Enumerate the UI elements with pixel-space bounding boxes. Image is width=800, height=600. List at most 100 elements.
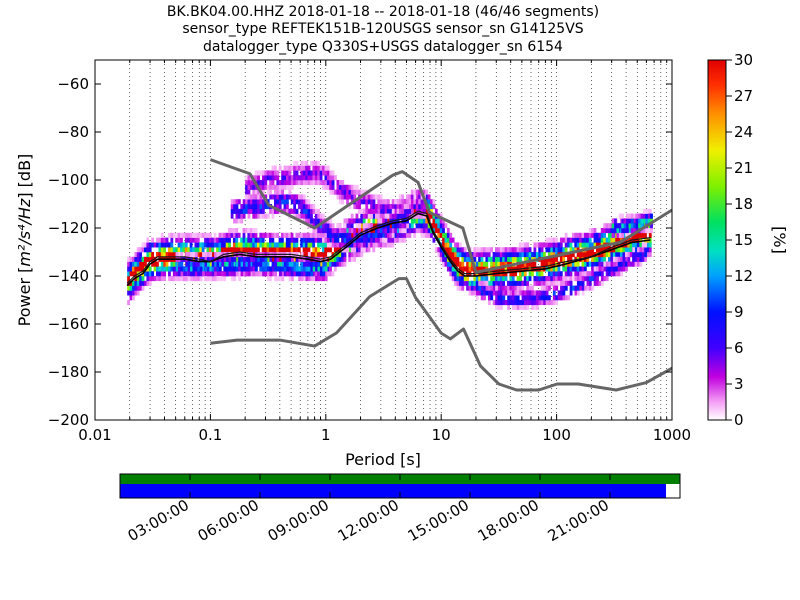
heatmap-cell	[569, 261, 573, 267]
heatmap-cell	[470, 290, 474, 296]
heatmap-cell	[463, 247, 467, 253]
heatmap-cell	[131, 290, 135, 296]
heatmap-cell	[278, 189, 282, 195]
heatmap-cell	[533, 266, 537, 272]
heatmap-cell	[175, 237, 179, 243]
heatmap-cell	[533, 247, 537, 253]
heatmap-cell	[252, 184, 256, 190]
heatmap-cell	[442, 232, 445, 238]
heatmap-cell	[403, 237, 407, 243]
heatmap-cell	[533, 276, 537, 282]
heatmap-cell	[545, 295, 549, 301]
heatmap-cell	[360, 247, 364, 253]
heatmap-cell	[228, 261, 232, 267]
heatmap-cell	[168, 232, 171, 238]
heatmap-cell	[439, 223, 443, 229]
heatmap-cell	[535, 242, 539, 248]
heatmap-cell	[370, 213, 373, 219]
heatmap-cell	[475, 280, 479, 286]
heatmap-cell	[470, 285, 474, 291]
heatmap-cell	[437, 232, 441, 238]
heatmap-cell	[187, 237, 191, 243]
heatmap-cell	[305, 170, 309, 176]
heatmap-cell	[324, 180, 328, 186]
heatmap-cell	[492, 285, 496, 291]
heatmap-cell	[444, 242, 448, 248]
heatmap-cell	[259, 194, 263, 200]
heatmap-cell	[293, 242, 296, 248]
heatmap-cell	[353, 189, 357, 195]
heatmap-cell	[286, 266, 290, 272]
heatmap-cell	[432, 204, 436, 210]
heatmap-cell	[254, 228, 258, 234]
heatmap-cell	[638, 218, 641, 224]
heatmap-cell	[475, 285, 479, 291]
heatmap-cell	[442, 223, 445, 229]
heatmap-cell	[290, 180, 294, 186]
heatmap-cell	[420, 228, 424, 234]
heatmap-cell	[557, 280, 561, 286]
heatmap-cell	[269, 194, 272, 200]
heatmap-cell	[502, 252, 506, 258]
heatmap-cell	[262, 256, 266, 262]
heatmap-cell	[281, 271, 284, 277]
heatmap-cell	[540, 247, 544, 253]
heatmap-cell	[571, 252, 575, 258]
heatmap-cell	[312, 208, 316, 214]
heatmap-cell	[283, 165, 287, 171]
heatmap-cell	[165, 237, 169, 243]
heatmap-cell	[600, 237, 604, 243]
heatmap-cell	[560, 280, 563, 286]
heatmap-cell	[550, 266, 554, 272]
heatmap-cell	[598, 271, 602, 277]
heatmap-cell	[139, 252, 142, 258]
heatmap-cell	[204, 232, 207, 238]
heatmap-cell	[406, 194, 409, 200]
heatmap-cell	[386, 208, 390, 214]
heatmap-cell	[257, 271, 261, 277]
heatmap-cell	[521, 285, 525, 291]
heatmap-cell	[283, 184, 287, 190]
heatmap-cell	[360, 189, 364, 195]
heatmap-cell	[288, 180, 292, 186]
heatmap-cell	[350, 184, 354, 190]
heatmap-cell	[569, 276, 573, 282]
heatmap-cell	[509, 276, 513, 282]
heatmap-cell	[273, 247, 277, 253]
heatmap-cell	[305, 242, 308, 248]
heatmap-cell	[254, 170, 258, 176]
heatmap-cell	[391, 213, 395, 219]
heatmap-cell	[569, 271, 573, 277]
heatmap-cell	[632, 261, 636, 267]
heatmap-cell	[261, 213, 265, 219]
heatmap-cell	[603, 232, 606, 238]
heatmap-cell	[237, 218, 241, 224]
heatmap-cell	[290, 266, 294, 272]
heatmap-cell	[608, 228, 611, 234]
heatmap-cell	[605, 237, 609, 243]
heatmap-cell	[545, 280, 549, 286]
heatmap-cell	[300, 271, 304, 277]
heatmap-cell	[372, 223, 376, 229]
heatmap-cell	[293, 271, 297, 277]
heatmap-cell	[545, 256, 549, 262]
chart-title: BK.BK04.00.HHZ 2018-01-18 -- 2018-01-18 …	[167, 4, 599, 55]
heatmap-cell	[596, 266, 599, 272]
heatmap-cell	[269, 180, 272, 186]
heatmap-cell	[372, 228, 376, 234]
heatmap-cell	[384, 213, 388, 219]
heatmap-cell	[293, 247, 296, 253]
heatmap-cell	[422, 218, 426, 224]
heatmap-cell	[293, 175, 297, 181]
heatmap-cell	[468, 261, 472, 267]
heatmap-cell	[413, 199, 417, 205]
heatmap-cell	[295, 194, 299, 200]
heatmap-cell	[331, 175, 335, 181]
heatmap-cell	[439, 218, 443, 224]
heatmap-cell	[274, 276, 278, 282]
heatmap-cell	[533, 261, 537, 267]
heatmap-cell	[574, 285, 578, 291]
heatmap-cell	[370, 204, 373, 210]
heatmap-cell	[170, 232, 174, 238]
heatmap-cell	[430, 199, 433, 205]
